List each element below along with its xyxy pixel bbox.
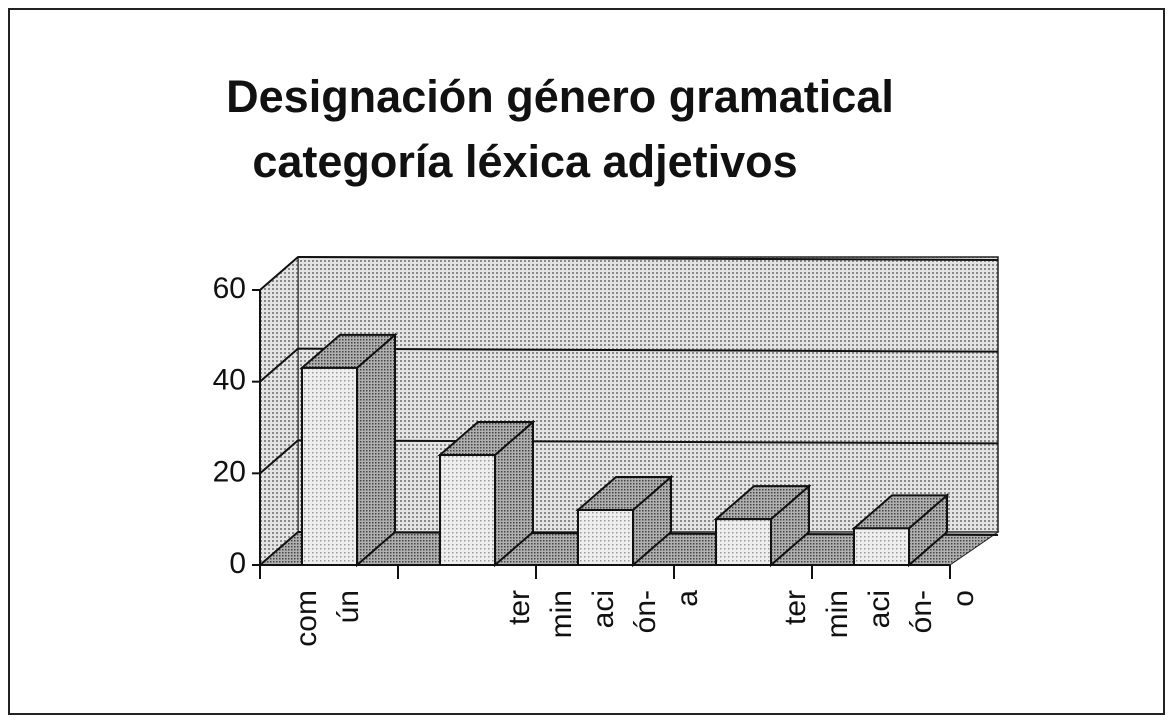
grid-line	[297, 439, 999, 445]
bar	[851, 493, 950, 568]
bar-front	[853, 527, 910, 566]
bar	[299, 332, 398, 568]
bar-front	[301, 366, 358, 566]
y-tick-label: 60	[213, 272, 246, 305]
grid-line	[297, 347, 999, 353]
x-tick-label: com ún	[290, 590, 365, 647]
chart-title: Designación género gramatical	[226, 71, 894, 122]
bar-front	[715, 518, 772, 567]
bar-front	[577, 509, 634, 566]
y-tick-label: 20	[213, 455, 246, 488]
bar-front	[439, 454, 496, 566]
x-tick-label: ter min aci ón-a	[503, 590, 704, 639]
bar-side	[356, 332, 396, 568]
y-tick-label: 40	[213, 364, 246, 397]
grid-line	[259, 347, 299, 383]
grid-line	[259, 439, 299, 475]
chart-title: categoría léxica adjetivos	[252, 136, 797, 187]
grid-line	[297, 256, 999, 261]
bar	[437, 419, 536, 568]
frame	[8, 8, 1165, 715]
bar	[575, 474, 674, 568]
side-wall	[259, 255, 299, 567]
grid-line	[259, 531, 299, 566]
bar	[713, 483, 812, 568]
y-tick-label: 0	[229, 547, 246, 580]
grid-line	[259, 256, 299, 291]
x-tick-label: ter min aci ón-o	[779, 590, 980, 638]
